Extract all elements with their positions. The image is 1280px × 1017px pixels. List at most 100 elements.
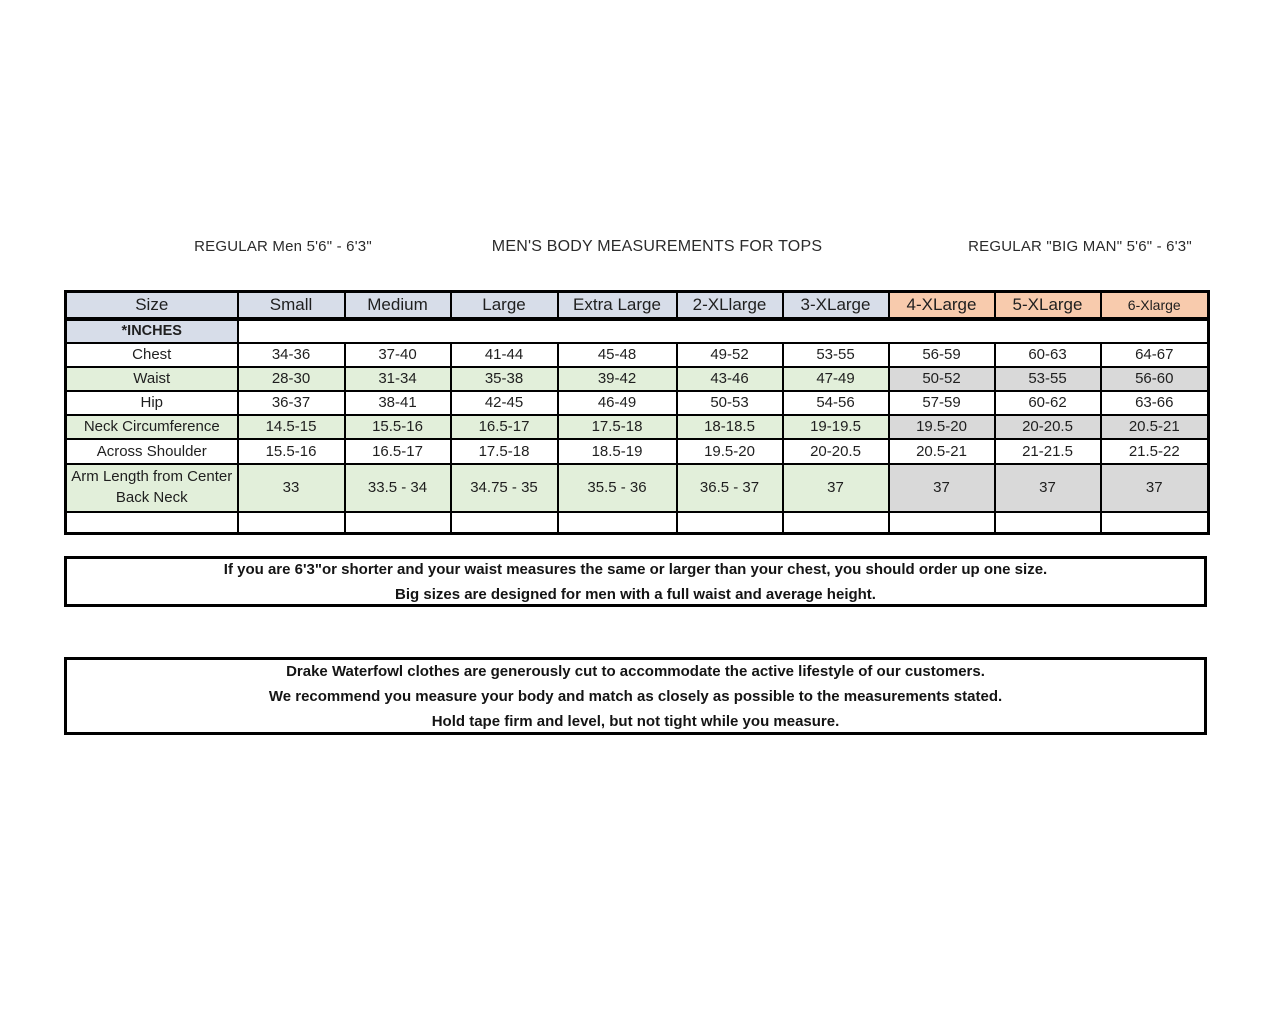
cell-chest-large: 41-44 [449,341,559,368]
measurement-row-chest: Chest 34-36 37-40 41-44 45-48 49-52 53-55 56-59… [64,341,1210,368]
cell-hip-medium: 38-41 [343,389,452,416]
row-label-shoulder: Across Shoulder [64,437,239,465]
regular-men-range-title: REGULAR Men 5'6" - 6'3" [194,238,372,255]
measurement-row-neck: Neck Circumference 14.5-15 15.5-16 16.5-17 1… [64,413,1210,440]
cell-chest-small: 34-36 [236,341,346,368]
note-line: Big sizes are designed for men with a fu… [395,585,876,603]
cell-empty-medium [343,510,452,535]
column-header-2-xlarge: 2-XLlarge [675,290,784,321]
cell-neck-large: 16.5-17 [449,413,559,440]
note-line: If you are 6'3"or shorter and your waist… [223,560,1048,578]
measurement-row-empty [64,510,1210,535]
cell-hip-4-xlarge: 57-59 [887,389,996,416]
order-up-note-box: If you are 6'3"or shorter and your waist… [64,556,1207,607]
cell-empty-extra-large [556,510,678,535]
cell-chest-6-xlarge: 64-67 [1099,341,1210,368]
cell-shoulder-large: 17.5-18 [449,437,559,465]
cell-shoulder-2-xlarge: 19.5-20 [675,437,784,465]
row-label-waist: Waist [64,365,239,392]
cell-hip-small: 36-37 [236,389,346,416]
column-header-3-xlarge: 3-XLarge [781,290,890,321]
measurement-row-hip: Hip 36-37 38-41 42-45 46-49 50-53 54-56 57-59 60… [64,389,1210,416]
cell-hip-6-xlarge: 63-66 [1099,389,1210,416]
page-title: MEN'S BODY MEASUREMENTS FOR TOPS [491,238,823,255]
column-header-extra-large: Extra Large [556,290,678,321]
cell-shoulder-3-xlarge: 20-20.5 [781,437,890,465]
cell-arm-length-4-xlarge: 37 [887,462,996,513]
cell-waist-3-xlarge: 47-49 [781,365,890,392]
cell-chest-extra-large: 45-48 [556,341,678,368]
row-label-empty [64,510,239,535]
row-label-chest: Chest [64,341,239,368]
cell-waist-6-xlarge: 56-60 [1099,365,1210,392]
cell-chest-2-xlarge: 49-52 [675,341,784,368]
column-header-size: Size [64,290,239,321]
cell-neck-medium: 15.5-16 [343,413,452,440]
row-label-arm-length: Arm Length from Center Back Neck [64,462,239,513]
measurements-table: Size Small Medium Large Extra Large 2-XLlarge… [64,290,1210,535]
cell-shoulder-medium: 16.5-17 [343,437,452,465]
cell-arm-length-5-xlarge: 37 [993,462,1102,513]
column-header-4-xlarge: 4-XLarge [887,290,996,321]
cell-neck-4-xlarge: 19.5-20 [887,413,996,440]
cell-empty-5-xlarge [993,510,1102,535]
cell-empty-small [236,510,346,535]
units-label: *INCHES [64,317,239,344]
cell-hip-2-xlarge: 50-53 [675,389,784,416]
column-header-6-xlarge: 6-Xlarge [1099,290,1210,321]
measurement-row-arm-length: Arm Length from Center Back Neck 33 33.5 -… [64,462,1210,513]
units-blank-cell [236,317,1210,344]
cell-hip-3-xlarge: 54-56 [781,389,890,416]
note-line: Drake Waterfowl clothes are generously c… [286,662,985,680]
cell-arm-length-medium: 33.5 - 34 [343,462,452,513]
cell-waist-extra-large: 39-42 [556,365,678,392]
column-header-large: Large [449,290,559,321]
cell-hip-extra-large: 46-49 [556,389,678,416]
cell-shoulder-extra-large: 18.5-19 [556,437,678,465]
cell-chest-medium: 37-40 [343,341,452,368]
column-header-5-xlarge: 5-XLarge [993,290,1102,321]
cell-chest-5-xlarge: 60-63 [993,341,1102,368]
cell-chest-4-xlarge: 56-59 [887,341,996,368]
cell-arm-length-6-xlarge: 37 [1099,462,1210,513]
cell-neck-6-xlarge: 20.5-21 [1099,413,1210,440]
cell-neck-5-xlarge: 20-20.5 [993,413,1102,440]
cell-hip-large: 42-45 [449,389,559,416]
cell-chest-3-xlarge: 53-55 [781,341,890,368]
cell-shoulder-4-xlarge: 20.5-21 [887,437,996,465]
cell-shoulder-6-xlarge: 21.5-22 [1099,437,1210,465]
cell-waist-large: 35-38 [449,365,559,392]
cell-shoulder-5-xlarge: 21-21.5 [993,437,1102,465]
cell-neck-3-xlarge: 19-19.5 [781,413,890,440]
cell-neck-extra-large: 17.5-18 [556,413,678,440]
units-row: *INCHES [64,317,1210,344]
cell-shoulder-small: 15.5-16 [236,437,346,465]
cell-waist-medium: 31-34 [343,365,452,392]
cell-arm-length-small: 33 [236,462,346,513]
measurement-row-shoulder: Across Shoulder 15.5-16 16.5-17 17.5-18 18.5… [64,437,1210,465]
cell-neck-2-xlarge: 18-18.5 [675,413,784,440]
row-label-neck: Neck Circumference [64,413,239,440]
note-line: We recommend you measure your body and m… [268,687,1003,705]
cell-hip-5-xlarge: 60-62 [993,389,1102,416]
note-line: Hold tape firm and level, but not tight … [431,712,840,730]
cell-waist-5-xlarge: 53-55 [993,365,1102,392]
measuring-advice-note-box: Drake Waterfowl clothes are generously c… [64,657,1207,735]
cell-waist-2-xlarge: 43-46 [675,365,784,392]
cell-empty-3-xlarge [781,510,890,535]
cell-waist-4-xlarge: 50-52 [887,365,996,392]
cell-empty-6-xlarge [1099,510,1210,535]
table-body: Size Small Medium Large Extra Large 2-XLlarge… [64,290,1210,535]
column-header-small: Small [236,290,346,321]
column-header-medium: Medium [343,290,452,321]
big-man-range-title: REGULAR "BIG MAN" 5'6" - 6'3" [968,238,1192,255]
cell-arm-length-large: 34.75 - 35 [449,462,559,513]
row-label-hip: Hip [64,389,239,416]
cell-empty-2-xlarge [675,510,784,535]
size-header-row: Size Small Medium Large Extra Large 2-XLlarge… [64,290,1210,321]
cell-arm-length-extra-large: 35.5 - 36 [556,462,678,513]
cell-arm-length-2-xlarge: 36.5 - 37 [675,462,784,513]
measurement-row-waist: Waist 28-30 31-34 35-38 39-42 43-46 47-49 50-52… [64,365,1210,392]
cell-waist-small: 28-30 [236,365,346,392]
